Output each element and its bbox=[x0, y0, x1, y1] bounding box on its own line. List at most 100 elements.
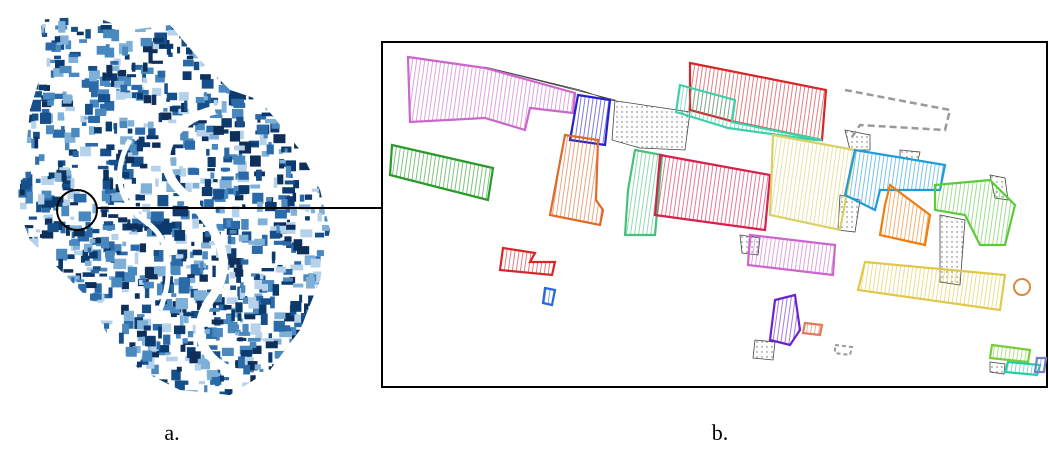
city-block bbox=[274, 312, 285, 319]
city-block bbox=[310, 19, 322, 26]
city-block bbox=[16, 228, 26, 233]
city-block bbox=[187, 12, 193, 15]
city-block bbox=[60, 398, 70, 403]
city-block bbox=[248, 240, 259, 244]
city-block bbox=[249, 72, 261, 77]
city-block bbox=[182, 338, 187, 343]
city-block bbox=[101, 237, 109, 249]
city-block bbox=[43, 293, 48, 298]
city-block bbox=[202, 251, 208, 259]
city-block bbox=[329, 227, 335, 231]
city-block bbox=[62, 352, 69, 360]
city-block bbox=[319, 30, 329, 34]
panel-label: a. bbox=[164, 420, 179, 445]
city-block bbox=[205, 179, 211, 187]
city-block bbox=[298, 27, 307, 33]
city-block bbox=[207, 376, 212, 380]
city-block bbox=[243, 84, 254, 96]
city-block bbox=[67, 254, 74, 259]
city-block bbox=[135, 21, 146, 32]
city-block bbox=[21, 180, 31, 190]
city-block bbox=[51, 330, 54, 338]
city-block bbox=[87, 343, 94, 354]
city-block bbox=[104, 323, 109, 329]
city-block bbox=[120, 121, 127, 128]
city-block bbox=[179, 286, 190, 294]
city-block bbox=[209, 12, 215, 22]
city-block bbox=[46, 310, 53, 321]
city-block bbox=[322, 55, 331, 64]
city-block bbox=[79, 211, 91, 221]
city-block bbox=[283, 43, 289, 52]
city-block bbox=[164, 83, 167, 94]
city-block bbox=[89, 365, 92, 370]
city-block bbox=[271, 54, 280, 65]
city-block bbox=[311, 397, 320, 401]
city-block bbox=[222, 168, 227, 172]
city-block bbox=[39, 154, 45, 161]
city-block bbox=[273, 395, 282, 403]
city-block bbox=[99, 340, 109, 344]
city-block bbox=[257, 74, 264, 83]
city-block bbox=[177, 201, 184, 205]
city-block bbox=[137, 362, 142, 368]
city-block bbox=[94, 127, 102, 133]
city-block bbox=[317, 286, 327, 296]
city-block bbox=[46, 330, 50, 341]
city-block bbox=[311, 85, 322, 93]
city-block bbox=[266, 198, 272, 202]
city-block bbox=[34, 309, 46, 318]
city-block bbox=[325, 388, 332, 398]
city-block bbox=[284, 236, 291, 241]
city-block bbox=[285, 180, 295, 184]
city-block bbox=[20, 111, 25, 117]
city-block bbox=[287, 73, 296, 81]
city-block bbox=[207, 168, 215, 171]
city-block bbox=[21, 77, 32, 87]
city-block bbox=[148, 122, 154, 129]
city-block bbox=[27, 11, 38, 22]
city-block bbox=[215, 24, 222, 29]
city-block bbox=[242, 35, 252, 45]
city-block bbox=[137, 314, 144, 317]
city-block bbox=[61, 308, 69, 319]
city-block bbox=[105, 48, 115, 58]
city-block bbox=[196, 42, 201, 49]
city-block bbox=[290, 81, 300, 90]
city-block bbox=[273, 134, 285, 143]
city-block bbox=[26, 249, 30, 260]
city-block bbox=[208, 38, 220, 43]
city-block bbox=[272, 252, 276, 260]
city-block bbox=[19, 338, 23, 343]
city-block bbox=[248, 50, 258, 53]
city-block bbox=[106, 65, 112, 77]
city-block bbox=[296, 343, 303, 349]
city-block bbox=[298, 86, 310, 90]
city-block bbox=[25, 172, 31, 178]
city-block bbox=[42, 24, 46, 28]
city-block bbox=[159, 113, 162, 122]
city-block bbox=[323, 20, 332, 26]
city-block bbox=[314, 164, 318, 168]
city-block bbox=[22, 130, 31, 137]
city-block bbox=[265, 104, 274, 110]
city-block bbox=[137, 93, 143, 99]
city-block bbox=[79, 319, 88, 323]
city-block bbox=[19, 34, 29, 43]
city-block bbox=[215, 50, 221, 59]
city-block bbox=[148, 52, 152, 63]
city-block bbox=[105, 190, 116, 194]
city-block bbox=[39, 85, 47, 91]
city-block bbox=[309, 316, 320, 324]
city-block bbox=[20, 300, 26, 303]
city-block bbox=[127, 74, 136, 77]
city-block bbox=[190, 22, 202, 31]
city-block bbox=[94, 355, 98, 364]
city-block bbox=[82, 80, 86, 88]
city-block bbox=[19, 399, 29, 403]
city-block bbox=[43, 93, 55, 100]
city-block bbox=[325, 127, 332, 133]
city-block bbox=[15, 323, 27, 328]
city-block bbox=[167, 93, 177, 100]
city-block bbox=[273, 92, 286, 102]
